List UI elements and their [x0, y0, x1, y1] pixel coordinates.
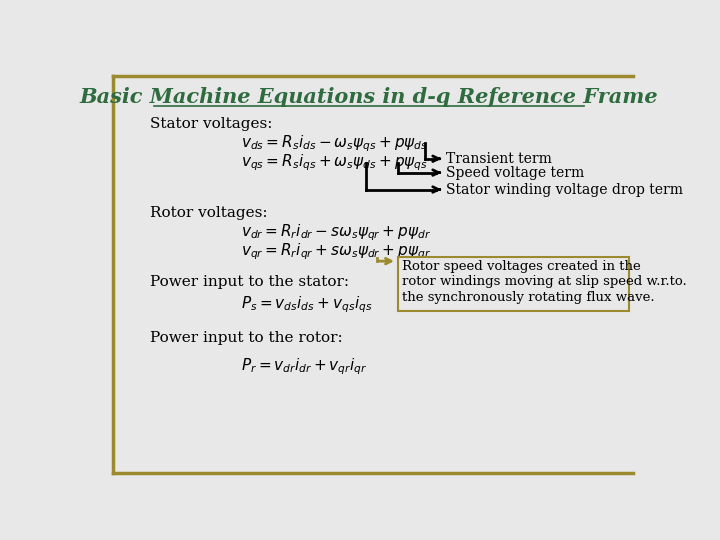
Text: Power input to the rotor:: Power input to the rotor: [150, 331, 343, 345]
Text: Rotor speed voltages created in the: Rotor speed voltages created in the [402, 260, 641, 273]
Text: Stator winding voltage drop term: Stator winding voltage drop term [446, 183, 683, 197]
Text: Stator voltages:: Stator voltages: [150, 117, 273, 131]
Text: $v_{qs} = R_s i_{qs} + \omega_s \psi_{ds} + p\psi_{qs}$: $v_{qs} = R_s i_{qs} + \omega_s \psi_{ds… [241, 152, 428, 173]
Bar [398, 257, 629, 311]
Text: $v_{dr} = R_r i_{dr} - s\omega_s \psi_{qr} + p\psi_{dr}$: $v_{dr} = R_r i_{dr} - s\omega_s \psi_{q… [241, 222, 431, 243]
Text: the synchronously rotating flux wave.: the synchronously rotating flux wave. [402, 291, 655, 304]
Text: $v_{ds} = R_s i_{ds} - \omega_s \psi_{qs} + p\psi_{ds}$: $v_{ds} = R_s i_{ds} - \omega_s \psi_{qs… [241, 133, 428, 154]
Text: rotor windings moving at slip speed w.r.to.: rotor windings moving at slip speed w.r.… [402, 275, 687, 288]
Text: Basic Machine Equations in d-q Reference Frame: Basic Machine Equations in d-q Reference… [80, 87, 658, 107]
Text: $P_r = v_{dr} i_{dr} + v_{qr} i_{qr}$: $P_r = v_{dr} i_{dr} + v_{qr} i_{qr}$ [241, 356, 368, 377]
Text: $P_s = v_{ds} i_{ds} + v_{qs} i_{qs}$: $P_s = v_{ds} i_{ds} + v_{qs} i_{qs}$ [241, 295, 373, 315]
Text: Speed voltage term: Speed voltage term [446, 166, 585, 180]
Text: Power input to the stator:: Power input to the stator: [150, 275, 350, 289]
Text: Transient term: Transient term [446, 152, 552, 166]
Text: Rotor voltages:: Rotor voltages: [150, 206, 268, 220]
Text: $v_{qr} = R_r i_{qr} + s\omega_s \psi_{dr} + p\psi_{qr}$: $v_{qr} = R_r i_{qr} + s\omega_s \psi_{d… [241, 241, 431, 262]
